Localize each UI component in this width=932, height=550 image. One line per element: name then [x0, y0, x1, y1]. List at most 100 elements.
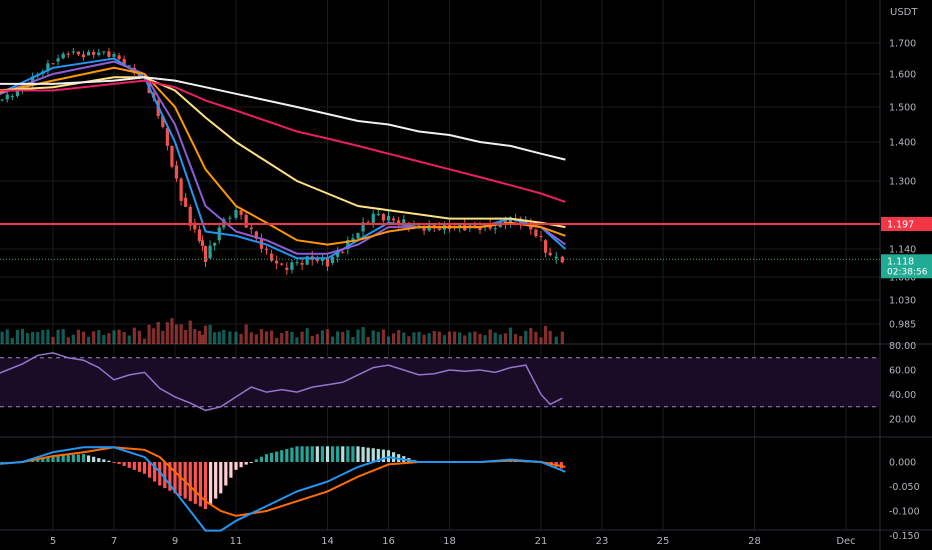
candle-body[interactable] [112, 53, 116, 57]
candle-body[interactable] [76, 51, 81, 55]
candle-body[interactable] [539, 236, 543, 238]
candle-body[interactable] [5, 94, 9, 100]
candle-body[interactable] [208, 245, 212, 259]
candle-body[interactable] [330, 256, 335, 263]
candle-body[interactable] [458, 224, 462, 228]
candle-body[interactable] [356, 233, 360, 239]
candle-body[interactable] [66, 53, 70, 55]
candle-body[interactable] [280, 263, 284, 265]
candle-body[interactable] [71, 51, 75, 53]
rsi-pane[interactable] [0, 352, 880, 412]
candle-body[interactable] [92, 51, 96, 55]
candle-body[interactable] [315, 258, 319, 262]
candle-body[interactable] [508, 217, 513, 225]
volume-bar [493, 332, 497, 344]
candle-body[interactable] [543, 240, 548, 253]
candle-body[interactable] [264, 248, 269, 250]
candle-body[interactable] [56, 58, 60, 62]
rsi-axis-label: 40.00 [889, 390, 916, 401]
histogram-bar [356, 446, 360, 462]
histogram-bar [127, 462, 131, 468]
candle-body[interactable] [184, 197, 188, 207]
candle-body[interactable] [269, 253, 274, 261]
candle-body[interactable] [244, 214, 248, 228]
candle-body[interactable] [432, 224, 436, 227]
candle-body[interactable] [239, 210, 243, 215]
candle-body[interactable] [275, 260, 279, 264]
candle-body[interactable] [554, 256, 558, 259]
candle-body[interactable] [170, 145, 174, 167]
candle-body[interactable] [478, 226, 482, 231]
candle-body[interactable] [46, 63, 50, 72]
volume-bar [36, 332, 40, 344]
histogram-bar [107, 460, 111, 462]
candle-body[interactable] [165, 128, 169, 146]
candle-body[interactable] [174, 165, 179, 179]
candle-body[interactable] [371, 213, 375, 223]
candle-body[interactable] [10, 96, 14, 98]
candle-body[interactable] [127, 65, 131, 67]
candle-body[interactable] [51, 63, 55, 65]
candle-body[interactable] [341, 252, 345, 254]
candle-body[interactable] [179, 178, 183, 201]
candle-body[interactable] [422, 227, 426, 231]
candle-body[interactable] [15, 89, 20, 97]
candle-body[interactable] [346, 239, 350, 249]
candle-body[interactable] [203, 246, 208, 262]
macd-pane[interactable] [0, 446, 566, 532]
candle-body[interactable] [188, 206, 192, 226]
candle-body[interactable] [437, 227, 441, 230]
volume-bar [259, 329, 264, 344]
candle-body[interactable] [161, 116, 165, 127]
candle-body[interactable] [548, 252, 552, 256]
candle-body[interactable] [213, 243, 217, 246]
volume-bar [361, 327, 365, 344]
candle-body[interactable] [351, 238, 355, 240]
candle-body[interactable] [249, 227, 253, 230]
candle-body[interactable] [234, 210, 238, 218]
candle-body[interactable] [0, 99, 4, 101]
candle-body[interactable] [107, 51, 111, 57]
time-axis-label: 21 [535, 536, 548, 547]
candle-body[interactable] [117, 55, 121, 60]
candle-body[interactable] [228, 217, 232, 219]
candle-body[interactable] [122, 59, 126, 66]
candle-body[interactable] [361, 222, 365, 232]
candle-body[interactable] [61, 53, 65, 59]
histogram-bar [153, 462, 157, 482]
candle-body[interactable] [295, 262, 299, 264]
candle-body[interactable] [397, 220, 401, 224]
candle-body[interactable] [200, 240, 205, 247]
candle-body[interactable] [320, 258, 325, 262]
price-pane[interactable] [0, 47, 880, 344]
candle-body[interactable] [417, 224, 421, 226]
candle-body[interactable] [305, 256, 309, 265]
candle-body[interactable] [197, 229, 201, 241]
candle-body[interactable] [391, 218, 396, 221]
candle-body[interactable] [86, 51, 91, 56]
candle-body[interactable] [493, 228, 497, 230]
candle-body[interactable] [81, 54, 86, 58]
candle-body[interactable] [534, 229, 538, 237]
candle-body[interactable] [325, 258, 330, 267]
candle-body[interactable] [386, 215, 391, 221]
candle-body[interactable] [402, 219, 406, 224]
candle-body[interactable] [473, 225, 477, 227]
candle-body[interactable] [193, 222, 197, 230]
candle-body[interactable] [290, 262, 294, 270]
candle-body[interactable] [97, 52, 101, 55]
macd-axis-label: 0.000 [889, 458, 916, 469]
candle-body[interactable] [254, 231, 258, 239]
volume-bar [15, 329, 20, 344]
candle-body[interactable] [376, 213, 380, 215]
candle-body[interactable] [300, 263, 304, 265]
candle-body[interactable] [366, 222, 370, 224]
candle-body[interactable] [285, 267, 289, 270]
last-price-value: 1.118 [887, 256, 914, 267]
candle-body[interactable] [381, 213, 386, 221]
candle-body[interactable] [560, 256, 564, 263]
candle-body[interactable] [102, 51, 106, 53]
candle-body[interactable] [336, 252, 340, 257]
price-axis-label: 1.400 [889, 138, 916, 149]
